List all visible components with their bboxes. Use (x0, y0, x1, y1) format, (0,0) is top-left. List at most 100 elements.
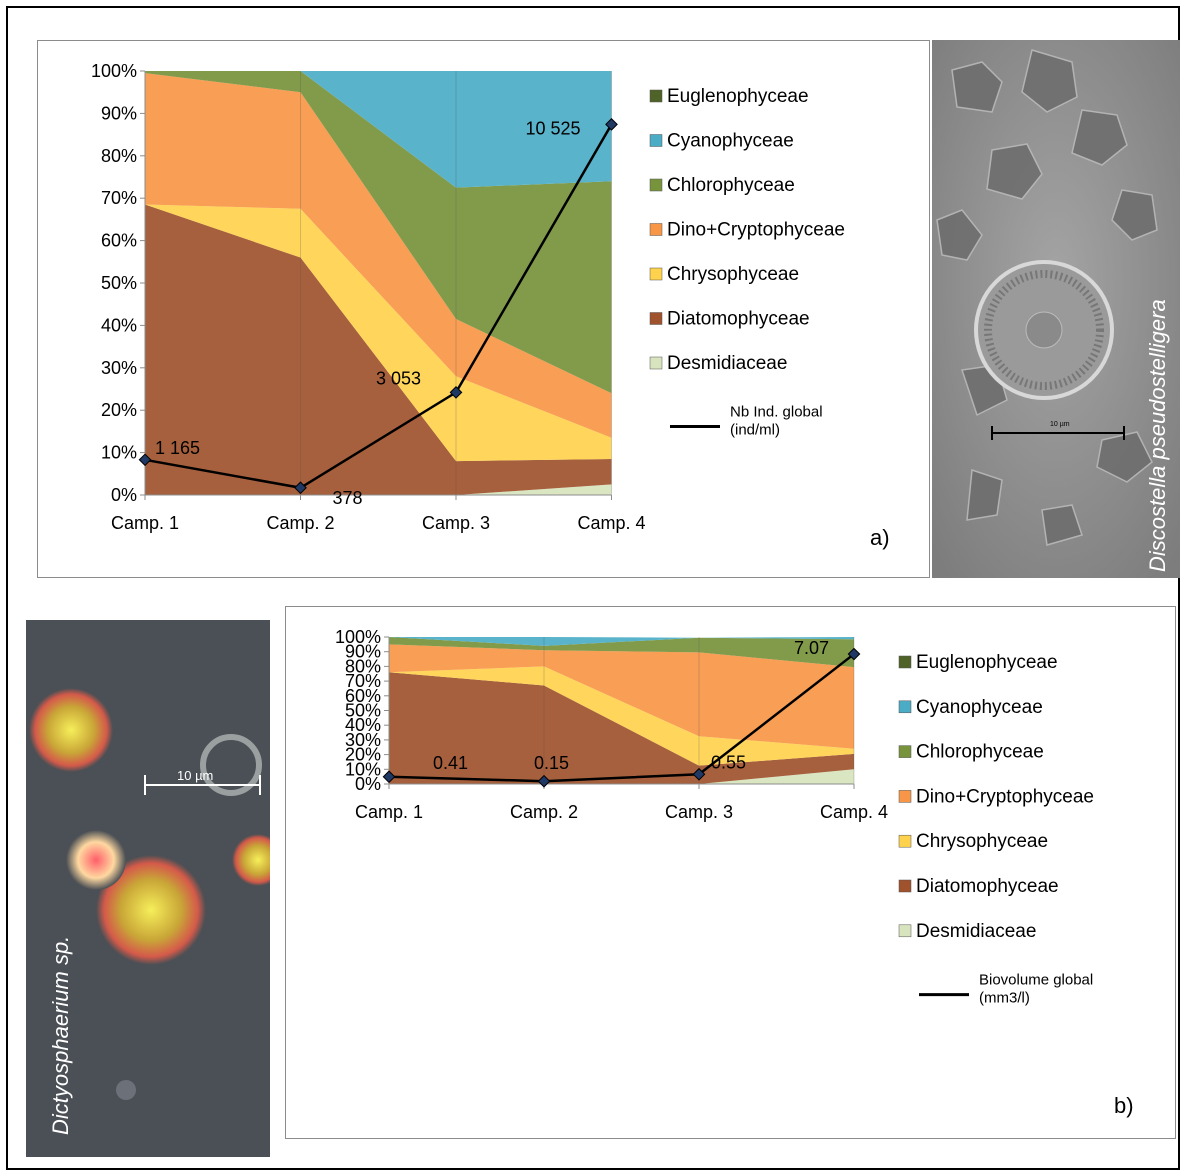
y-tick-label: 10% (345, 759, 381, 779)
legend-line-label: Nb Ind. global (730, 404, 823, 421)
line-point (449, 386, 463, 399)
legend-label: Desmidiaceae (667, 353, 787, 374)
micrograph-discostella (932, 40, 1180, 578)
y-tick-label: 50% (345, 701, 381, 721)
area-cyanophyceae (389, 637, 854, 646)
chart-a: 0% 10% 20% 30% 40% 50% 60% 70% 80% 90% 100% Camp. 1… (91, 61, 845, 533)
legend-label: Cyanophyceae (667, 131, 794, 152)
legend-swatch (649, 223, 663, 236)
area-desmidiaceae (145, 484, 612, 495)
y-tick-label: 100% (91, 61, 137, 81)
legend-swatch (649, 312, 663, 325)
y-tick-label: 20% (101, 400, 137, 420)
area-diatomophyceae (145, 204, 612, 495)
y-tick-label: 0% (355, 774, 381, 794)
y-tick-label: 60% (101, 231, 137, 251)
scale-label-a: 10 µm (1050, 421, 1070, 428)
micrograph-b-image (26, 620, 270, 1157)
legend-label: Euglenophyceae (916, 652, 1058, 673)
legend-swatch (898, 879, 912, 893)
legend-line-label: Biovolume global (979, 972, 1093, 989)
x-tick-label: Camp. 4 (820, 802, 888, 822)
chart-panel-a: 0% 10% 20% 30% 40% 50% 60% 70% 80% 90% 100% Camp. 1… (37, 40, 930, 578)
y-tick-label: 40% (345, 715, 381, 735)
x-tick-label: Camp. 3 (665, 802, 733, 822)
legend-swatch (649, 356, 663, 370)
legend-swatch (898, 700, 912, 714)
legend-line-label: (mm3/l) (979, 990, 1030, 1007)
area-dino-cryptophyceae (389, 644, 854, 749)
y-tick-label: 70% (345, 671, 381, 691)
figure-frame (6, 6, 1180, 1170)
legend-swatch (649, 134, 663, 147)
micrograph-dictyosphaerium (26, 620, 270, 1157)
global-line (144, 123, 613, 490)
line-data-label: 10 525 (526, 118, 581, 138)
x-tick-label: Camp. 4 (577, 513, 645, 533)
x-tick-label: Camp. 2 (510, 802, 578, 822)
line-data-label: 1 165 (155, 438, 200, 458)
line-data-label: 0.55 (711, 752, 746, 772)
legend-swatch (898, 834, 912, 848)
legend-swatch (649, 89, 663, 103)
legend-swatch (898, 924, 912, 938)
legend-label: Chrysophyceae (916, 831, 1048, 852)
legend-label: Dino+Cryptophyceae (667, 220, 845, 241)
legend-swatch (898, 790, 912, 803)
chart-b: 0%10%20%30%40%50%60%70%80%90%100% Camp. 1… (335, 627, 1094, 1007)
legend-label: Desmidiaceae (916, 921, 1036, 942)
y-tick-label: 10% (101, 443, 137, 463)
y-tick-label: 100% (335, 627, 381, 647)
legend-label: Dino+Cryptophyceae (916, 786, 1094, 807)
line-point (382, 770, 396, 784)
area-cyanophyceae (145, 71, 612, 188)
area-chrysophyceae (389, 666, 854, 766)
y-tick-label: 40% (101, 315, 137, 335)
y-tick-label: 20% (345, 745, 381, 765)
x-tick-label: Camp. 3 (422, 513, 490, 533)
area-chrysophyceae (145, 204, 612, 462)
area-dino-cryptophyceae (145, 73, 612, 438)
legend-line-label: (ind/ml) (730, 422, 780, 439)
y-tick-label: 90% (101, 103, 137, 123)
area-desmidiaceae (389, 769, 854, 784)
legend-label: Euglenophyceae (667, 86, 809, 107)
legend-swatch (649, 178, 663, 192)
y-tick-label: 60% (345, 686, 381, 706)
line-point (294, 481, 307, 495)
legend-label: Chlorophyceae (916, 742, 1044, 763)
y-tick-label: 0% (111, 485, 137, 505)
scale-bar-b (144, 775, 261, 795)
legend-label: Diatomophyceae (916, 876, 1059, 897)
area-diatomophyceae (389, 672, 854, 784)
species-label-a: Discostella pseudostelligera (1145, 299, 1170, 572)
y-tick-label: 50% (101, 273, 137, 293)
area-chlorophyceae (145, 71, 612, 394)
global-line (388, 653, 855, 783)
y-tick-label: 30% (101, 358, 137, 378)
x-tick-label: Camp. 1 (355, 802, 423, 822)
legend-swatch (898, 745, 912, 758)
y-tick-label: 70% (101, 188, 137, 208)
line-data-label: 7.07 (794, 638, 829, 658)
x-tick-label: Camp. 2 (266, 513, 334, 533)
line-point (605, 118, 618, 131)
line-point (847, 647, 861, 661)
line-point (537, 774, 551, 788)
y-tick-label: 80% (101, 146, 137, 166)
legend-label: Chrysophyceae (667, 264, 799, 285)
legend-label: Chlorophyceae (667, 175, 795, 196)
line-data-label: 0.41 (433, 753, 468, 773)
y-tick-label: 30% (345, 730, 381, 750)
line-point (692, 767, 706, 781)
line-data-label: 378 (333, 488, 363, 508)
panel-label-a: a) (870, 525, 890, 550)
panel-label-b: b) (1114, 1093, 1134, 1118)
scale-label-b: 10 µm (177, 768, 214, 783)
micrograph-a-image (932, 40, 1180, 578)
line-data-label: 0.15 (534, 753, 569, 773)
line-point (138, 453, 152, 467)
area-chlorophyceae (389, 637, 854, 668)
species-label-b: Dictyosphaerium sp. (48, 935, 73, 1135)
legend-label: Cyanophyceae (916, 697, 1043, 718)
